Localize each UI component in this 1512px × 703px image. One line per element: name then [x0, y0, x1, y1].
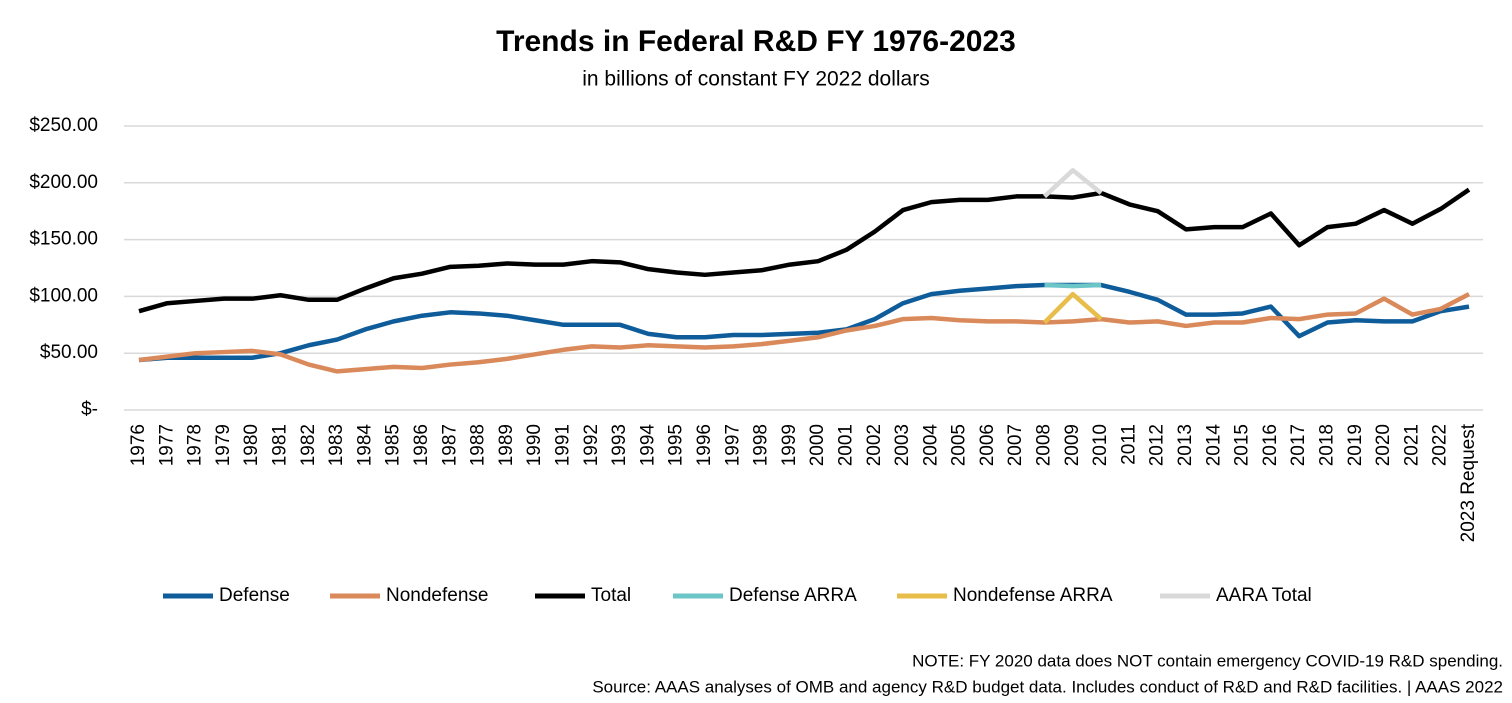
x-tick-label: 1976: [128, 424, 149, 466]
legend-label: Defense: [219, 585, 290, 606]
x-tick-label: 2016: [1260, 424, 1281, 466]
x-tick-label: 1983: [326, 424, 347, 466]
x-tick-label: 2008: [1034, 424, 1055, 466]
legend-label: Nondefense: [386, 585, 488, 606]
x-tick-label: 2012: [1147, 424, 1168, 466]
x-tick-label: 2001: [835, 424, 856, 466]
source-note: Source: AAAS analyses of OMB and agency …: [592, 677, 1503, 696]
x-tick-label: 2011: [1118, 424, 1139, 465]
series-line: [1044, 282, 1102, 289]
x-tick-label: 2005: [949, 424, 970, 466]
x-tick-label: 1987: [439, 424, 460, 466]
chart-title: Trends in Federal R&D FY 1976-2023: [496, 25, 1016, 58]
x-tick-label: 2002: [864, 424, 885, 466]
note: NOTE: FY 2020 data does NOT contain emer…: [912, 651, 1503, 670]
x-tick-label: 2003: [892, 424, 913, 466]
x-tick-label: 2019: [1345, 424, 1366, 466]
x-tick-label: 2006: [977, 424, 998, 466]
x-tick-label: 2009: [1062, 424, 1083, 466]
series-line: [138, 282, 1470, 363]
series-line: [1042, 291, 1103, 325]
x-tick-label: 2023 Request: [1458, 423, 1479, 542]
x-tick-label: 2022: [1430, 424, 1451, 466]
y-tick-label: $250.00: [29, 115, 98, 136]
x-tick-label: 1978: [185, 424, 206, 466]
series-line: [138, 292, 1471, 374]
x-tick-label: 2000: [807, 424, 828, 466]
x-tick-label: 1991: [552, 424, 573, 466]
x-tick-label: 1984: [354, 424, 375, 467]
x-tick-label: 2007: [1005, 424, 1026, 466]
x-tick-label: 1979: [213, 424, 234, 466]
chart-subtitle: in billions of constant FY 2022 dollars: [582, 68, 929, 91]
x-tick-label: 1996: [694, 424, 715, 466]
y-tick-label: $100.00: [29, 285, 98, 306]
x-tick-label: 1982: [298, 424, 319, 466]
legend-label: Total: [591, 585, 631, 606]
legend-label: AARA Total: [1216, 585, 1312, 606]
x-tick-label: 2013: [1175, 424, 1196, 466]
y-tick-label: $-: [81, 399, 98, 420]
x-tick-label: 2017: [1288, 424, 1309, 466]
x-tick-label: 1992: [581, 424, 602, 466]
x-tick-label: 1988: [468, 424, 489, 466]
x-tick-label: 2021: [1401, 424, 1422, 466]
x-tick-label: 1994: [637, 424, 658, 467]
x-tick-label: 1977: [156, 424, 177, 466]
x-tick-label: 2004: [920, 424, 941, 467]
x-tick-label: 1998: [751, 424, 772, 466]
x-tick-label: 1986: [411, 424, 432, 466]
x-tick-label: 2010: [1090, 424, 1111, 466]
x-tick-label: 2020: [1373, 424, 1394, 466]
x-tick-label: 1985: [383, 424, 404, 466]
series-line: [1043, 168, 1103, 199]
legend-label: Defense ARRA: [729, 585, 857, 606]
legend-label: Nondefense ARRA: [953, 585, 1113, 606]
x-tick-label: 1995: [666, 424, 687, 466]
x-tick-label: 1981: [270, 424, 291, 466]
y-tick-label: $50.00: [40, 342, 98, 363]
x-tick-label: 2014: [1203, 424, 1224, 467]
x-tick-label: 1997: [722, 424, 743, 466]
y-tick-label: $150.00: [29, 229, 98, 250]
x-tick-label: 1990: [524, 424, 545, 466]
x-tick-label: 2018: [1317, 424, 1338, 466]
series-line: [138, 187, 1471, 314]
x-tick-label: 1989: [496, 424, 517, 466]
y-tick-label: $200.00: [29, 172, 98, 193]
x-tick-label: 2015: [1232, 424, 1253, 466]
x-tick-label: 1993: [609, 424, 630, 466]
x-tick-label: 1980: [241, 424, 262, 466]
x-tick-label: 1999: [779, 424, 800, 466]
